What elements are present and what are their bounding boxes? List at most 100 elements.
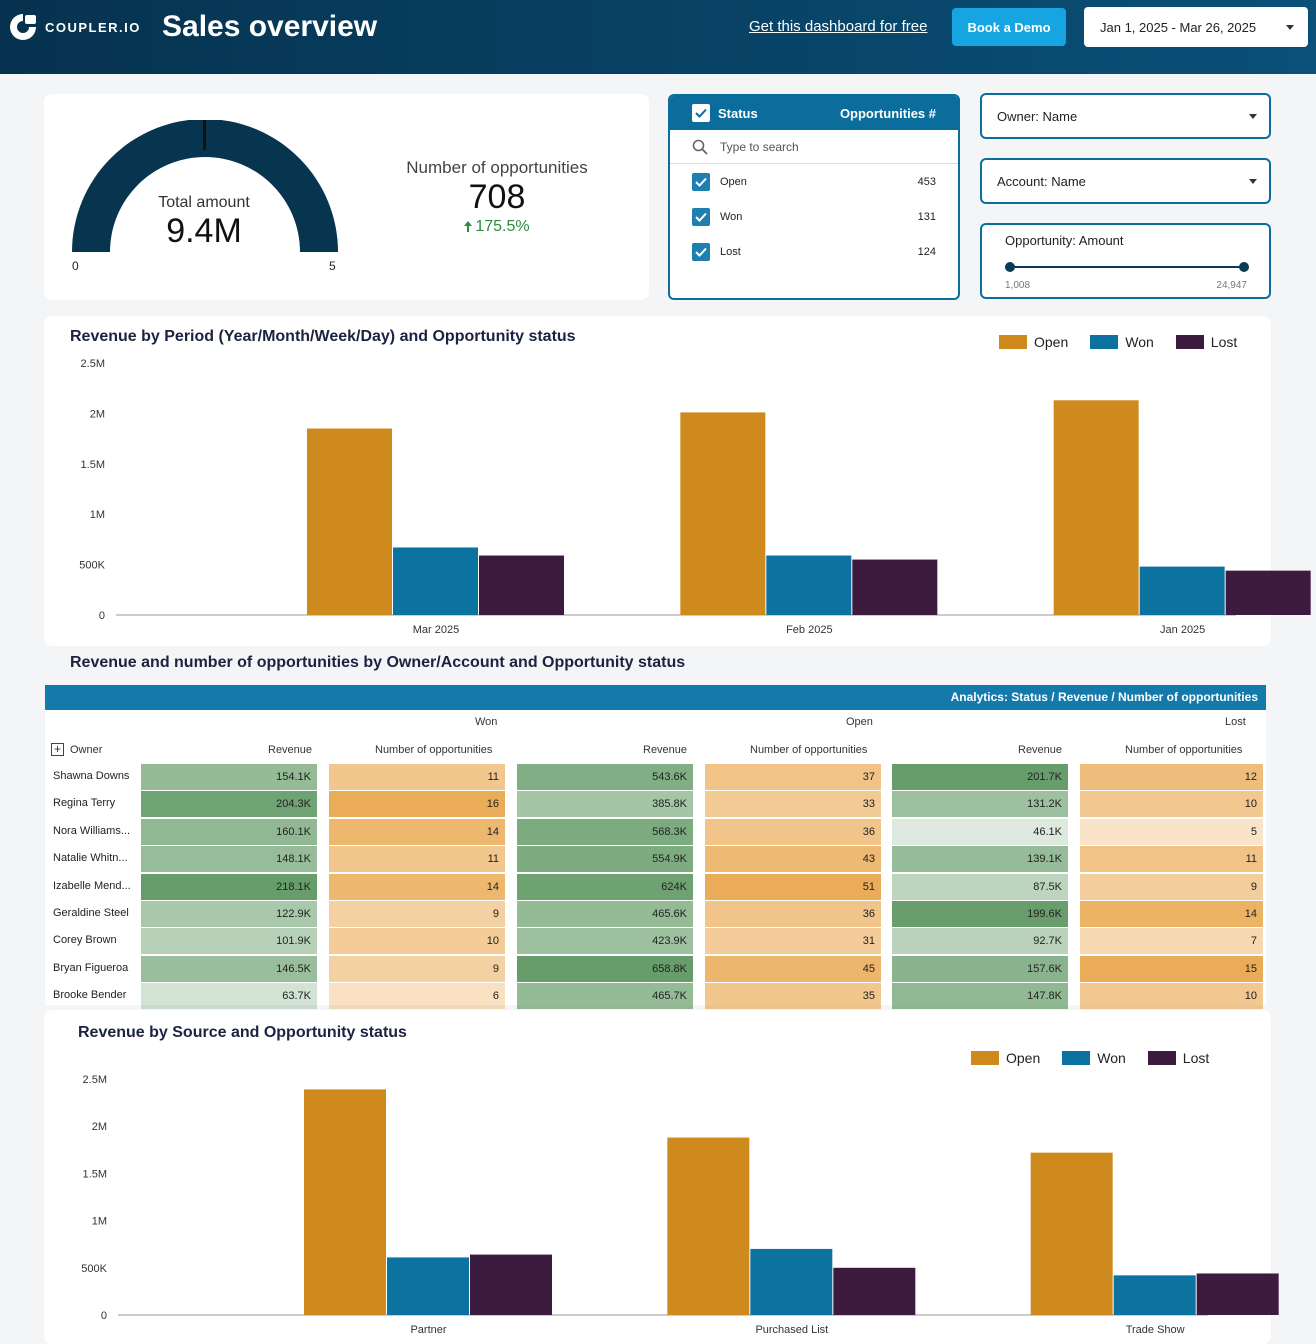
status-option-won[interactable]: Won 131 bbox=[670, 199, 958, 234]
status-checkbox[interactable] bbox=[692, 172, 710, 191]
won-rev-cell: 218.1K bbox=[141, 873, 317, 900]
won-rev-cell: 148.1K bbox=[141, 846, 317, 873]
table-band: Analytics: Status / Revenue / Number of … bbox=[45, 685, 1266, 710]
legend-label: Open bbox=[1006, 1050, 1041, 1066]
check-icon bbox=[695, 212, 707, 222]
won-n-cell: 10 bbox=[329, 928, 505, 955]
expand-plus-icon[interactable]: + bbox=[51, 743, 64, 756]
lost-rev-cell: 199.6K bbox=[892, 901, 1068, 927]
legend-swatch bbox=[999, 335, 1027, 349]
amount-max-value: 24,947 bbox=[1216, 280, 1247, 291]
open-rev-cell: 658.8K bbox=[517, 955, 693, 982]
table-row[interactable]: Geraldine Steel 122.9K 9 465.6K 36 199.6K 14 bbox=[45, 900, 1266, 927]
won-rev-cell: 122.9K bbox=[141, 901, 317, 927]
owner-name: Bryan Figueroa bbox=[53, 961, 129, 974]
table-title: Revenue and number of opportunities by O… bbox=[70, 654, 686, 671]
won-rev-cell: 146.5K bbox=[141, 955, 317, 982]
table-row[interactable]: Regina Terry 204.3K 16 385.8K 33 131.2K 10 bbox=[45, 790, 1266, 818]
gauge-fill bbox=[72, 120, 338, 252]
amount-min-value: 1,008 bbox=[1005, 280, 1031, 291]
status-header-metric: Opportunities # bbox=[839, 105, 936, 121]
status-checkbox[interactable] bbox=[692, 207, 710, 226]
table-row[interactable]: Brooke Bender 63.7K 6 465.7K 35 147.8K 10 bbox=[45, 982, 1266, 1010]
won-rev-cell: 204.3K bbox=[141, 791, 317, 818]
account-filter-dropdown[interactable]: Account: Name bbox=[980, 158, 1271, 204]
group-header-lost: Lost bbox=[1225, 716, 1246, 728]
status-search-input[interactable]: Type to search bbox=[670, 130, 958, 164]
owner-column-header[interactable]: Owner bbox=[70, 744, 103, 756]
amount-slider-min-handle[interactable] bbox=[1005, 262, 1015, 272]
amount-slider-track bbox=[1009, 266, 1243, 268]
chart1-title: Revenue by Period (Year/Month/Week/Day) … bbox=[70, 328, 576, 345]
owner-name: Regina Terry bbox=[53, 797, 116, 810]
table-row[interactable]: Shawna Downs 154.1K 11 543.6K 37 201.7K 12 bbox=[45, 763, 1266, 790]
won-n-cell: 11 bbox=[329, 846, 505, 873]
open-rev-cell: 385.8K bbox=[517, 791, 693, 818]
status-option-lost[interactable]: Lost 124 bbox=[670, 234, 958, 269]
status-checkbox[interactable] bbox=[692, 242, 710, 261]
status-header-label: Status bbox=[718, 105, 758, 121]
amount-slider-max-handle[interactable] bbox=[1239, 262, 1249, 272]
open-rev-cell: 624K bbox=[517, 873, 693, 900]
group-header-open: Open bbox=[846, 716, 873, 728]
check-icon bbox=[695, 108, 707, 118]
won-n-cell: 14 bbox=[329, 873, 505, 900]
status-option-count: 124 bbox=[917, 245, 936, 258]
book-demo-button[interactable]: Book a Demo bbox=[952, 8, 1066, 46]
select-all-checkbox[interactable] bbox=[692, 104, 710, 122]
legend-item-open: Open bbox=[971, 1050, 1040, 1066]
chevron-down-icon bbox=[1249, 179, 1257, 184]
date-range-value: Jan 1, 2025 - Mar 26, 2025 bbox=[1100, 19, 1257, 35]
legend-item-won: Won bbox=[1090, 334, 1154, 350]
won-n-cell: 6 bbox=[329, 983, 505, 1010]
status-option-count: 131 bbox=[917, 210, 936, 223]
lost-count-header[interactable]: Number of opportunities bbox=[1125, 744, 1243, 756]
lost-n-cell: 9 bbox=[1080, 873, 1263, 900]
open-count-header[interactable]: Number of opportunities bbox=[750, 744, 868, 756]
lost-revenue-header[interactable]: Revenue bbox=[1018, 744, 1063, 756]
owner-name: Brooke Bender bbox=[53, 989, 127, 1002]
owner-name: Shawna Downs bbox=[53, 770, 130, 782]
lost-n-cell: 12 bbox=[1080, 764, 1263, 790]
lost-rev-cell: 147.8K bbox=[892, 983, 1068, 1010]
won-n-cell: 9 bbox=[329, 901, 505, 927]
table-row[interactable]: Bryan Figueroa 146.5K 9 658.8K 45 157.6K 15 bbox=[45, 955, 1266, 982]
coupler-logo[interactable]: COUPLER.IO bbox=[8, 12, 141, 42]
open-n-cell: 37 bbox=[705, 764, 881, 790]
open-revenue-header[interactable]: Revenue bbox=[643, 744, 688, 756]
table-row[interactable]: Corey Brown 101.9K 10 423.9K 31 92.7K 7 bbox=[45, 927, 1266, 955]
open-n-cell: 36 bbox=[705, 818, 881, 845]
logo-text: COUPLER.IO bbox=[45, 19, 141, 35]
date-range-picker[interactable]: Jan 1, 2025 - Mar 26, 2025 bbox=[1084, 7, 1308, 47]
owner-filter-label: Owner: Name bbox=[997, 109, 1078, 124]
legend-swatch bbox=[1147, 1051, 1176, 1065]
table-row[interactable]: Izabelle Mend... 218.1K 14 624K 51 87.5K 9 bbox=[45, 873, 1266, 900]
won-rev-cell: 154.1K bbox=[141, 764, 317, 790]
open-rev-cell: 465.6K bbox=[517, 901, 693, 927]
open-n-cell: 33 bbox=[705, 791, 881, 818]
page-title: Sales overview bbox=[162, 10, 378, 43]
won-n-cell: 9 bbox=[329, 955, 505, 982]
won-n-cell: 14 bbox=[329, 818, 505, 845]
lost-rev-cell: 87.5K bbox=[892, 873, 1068, 900]
top-header: COUPLER.IO Sales overview Get this dashb… bbox=[0, 0, 1316, 74]
search-icon bbox=[692, 139, 708, 155]
status-option-open[interactable]: Open 453 bbox=[670, 164, 958, 199]
open-n-cell: 36 bbox=[705, 901, 881, 927]
won-revenue-header[interactable]: Revenue bbox=[268, 744, 313, 756]
legend-item-lost: Lost bbox=[1147, 1050, 1209, 1066]
account-filter-label: Account: Name bbox=[997, 174, 1086, 189]
owner-filter-dropdown[interactable]: Owner: Name bbox=[980, 93, 1271, 139]
owner-name: Izabelle Mend... bbox=[53, 879, 131, 892]
open-n-cell: 35 bbox=[705, 983, 881, 1010]
table-row[interactable]: Natalie Whitn... 148.1K 11 554.9K 43 139.1K 11 bbox=[45, 845, 1266, 873]
gauge-max: 5 bbox=[329, 259, 336, 273]
open-rev-cell: 543.6K bbox=[517, 764, 693, 790]
legend-swatch bbox=[1090, 335, 1119, 349]
opportunities-change-value: 175.5% bbox=[475, 218, 530, 235]
amount-filter-label: Opportunity: Amount bbox=[1005, 233, 1124, 248]
table-row[interactable]: Nora Williams... 160.1K 14 568.3K 36 46.1K 5 bbox=[45, 818, 1266, 845]
status-filter-header: Status Opportunities # bbox=[670, 96, 958, 130]
get-dashboard-link[interactable]: Get this dashboard for free bbox=[749, 18, 928, 35]
won-count-header[interactable]: Number of opportunities bbox=[375, 744, 493, 756]
